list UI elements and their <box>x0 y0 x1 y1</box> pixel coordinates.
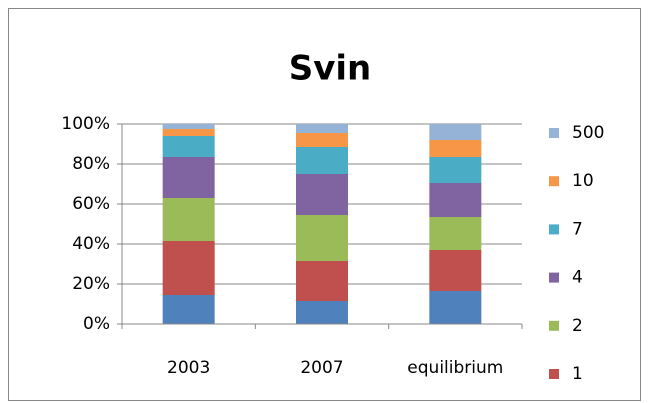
y-tick-label: 100% <box>61 114 110 134</box>
bar-segment <box>429 157 482 183</box>
bar-segment <box>162 136 215 157</box>
legend-swatch <box>549 369 559 379</box>
x-tick-label: 2007 <box>300 358 343 378</box>
legend-swatch <box>549 128 559 138</box>
legend-swatch <box>549 176 559 187</box>
bar-segment <box>162 198 215 241</box>
chart-title: Svin <box>289 49 372 89</box>
bar-segment <box>296 133 348 147</box>
bar-segment <box>296 174 348 215</box>
bar-segment <box>296 215 348 261</box>
legend-label: 500 <box>572 123 604 143</box>
y-tick-label: 20% <box>72 274 110 294</box>
legend-label: 7 <box>572 219 583 239</box>
x-tick-label: equilibrium <box>407 358 503 378</box>
bar-segment <box>429 124 482 140</box>
bar-segment <box>296 147 348 174</box>
legend-label: 4 <box>572 268 583 288</box>
bar-segment <box>296 124 348 133</box>
bar-segment <box>429 291 482 324</box>
bar-segment <box>162 241 215 295</box>
legend-swatch <box>549 272 559 283</box>
bar-segment <box>429 250 482 291</box>
bar-segment <box>429 217 482 250</box>
legend-label: 10 <box>572 171 594 191</box>
bar-segment <box>162 124 215 129</box>
legend-swatch <box>549 320 559 331</box>
y-tick-label: 0% <box>83 314 110 334</box>
bar-segment <box>296 261 348 301</box>
y-tick-label: 80% <box>72 154 110 174</box>
x-tick-label: 2003 <box>167 358 210 378</box>
bar-segment <box>162 157 215 198</box>
bar-segment <box>296 301 348 324</box>
bar-segment <box>429 140 482 157</box>
legend-swatch <box>549 224 559 235</box>
bar-segment <box>162 295 215 324</box>
y-tick-label: 60% <box>72 194 110 214</box>
bar-segment <box>162 129 215 136</box>
legend-label: 1 <box>572 364 583 384</box>
y-tick-label: 40% <box>72 234 110 254</box>
legend-label: 2 <box>572 316 583 336</box>
bar-segment <box>429 183 482 217</box>
